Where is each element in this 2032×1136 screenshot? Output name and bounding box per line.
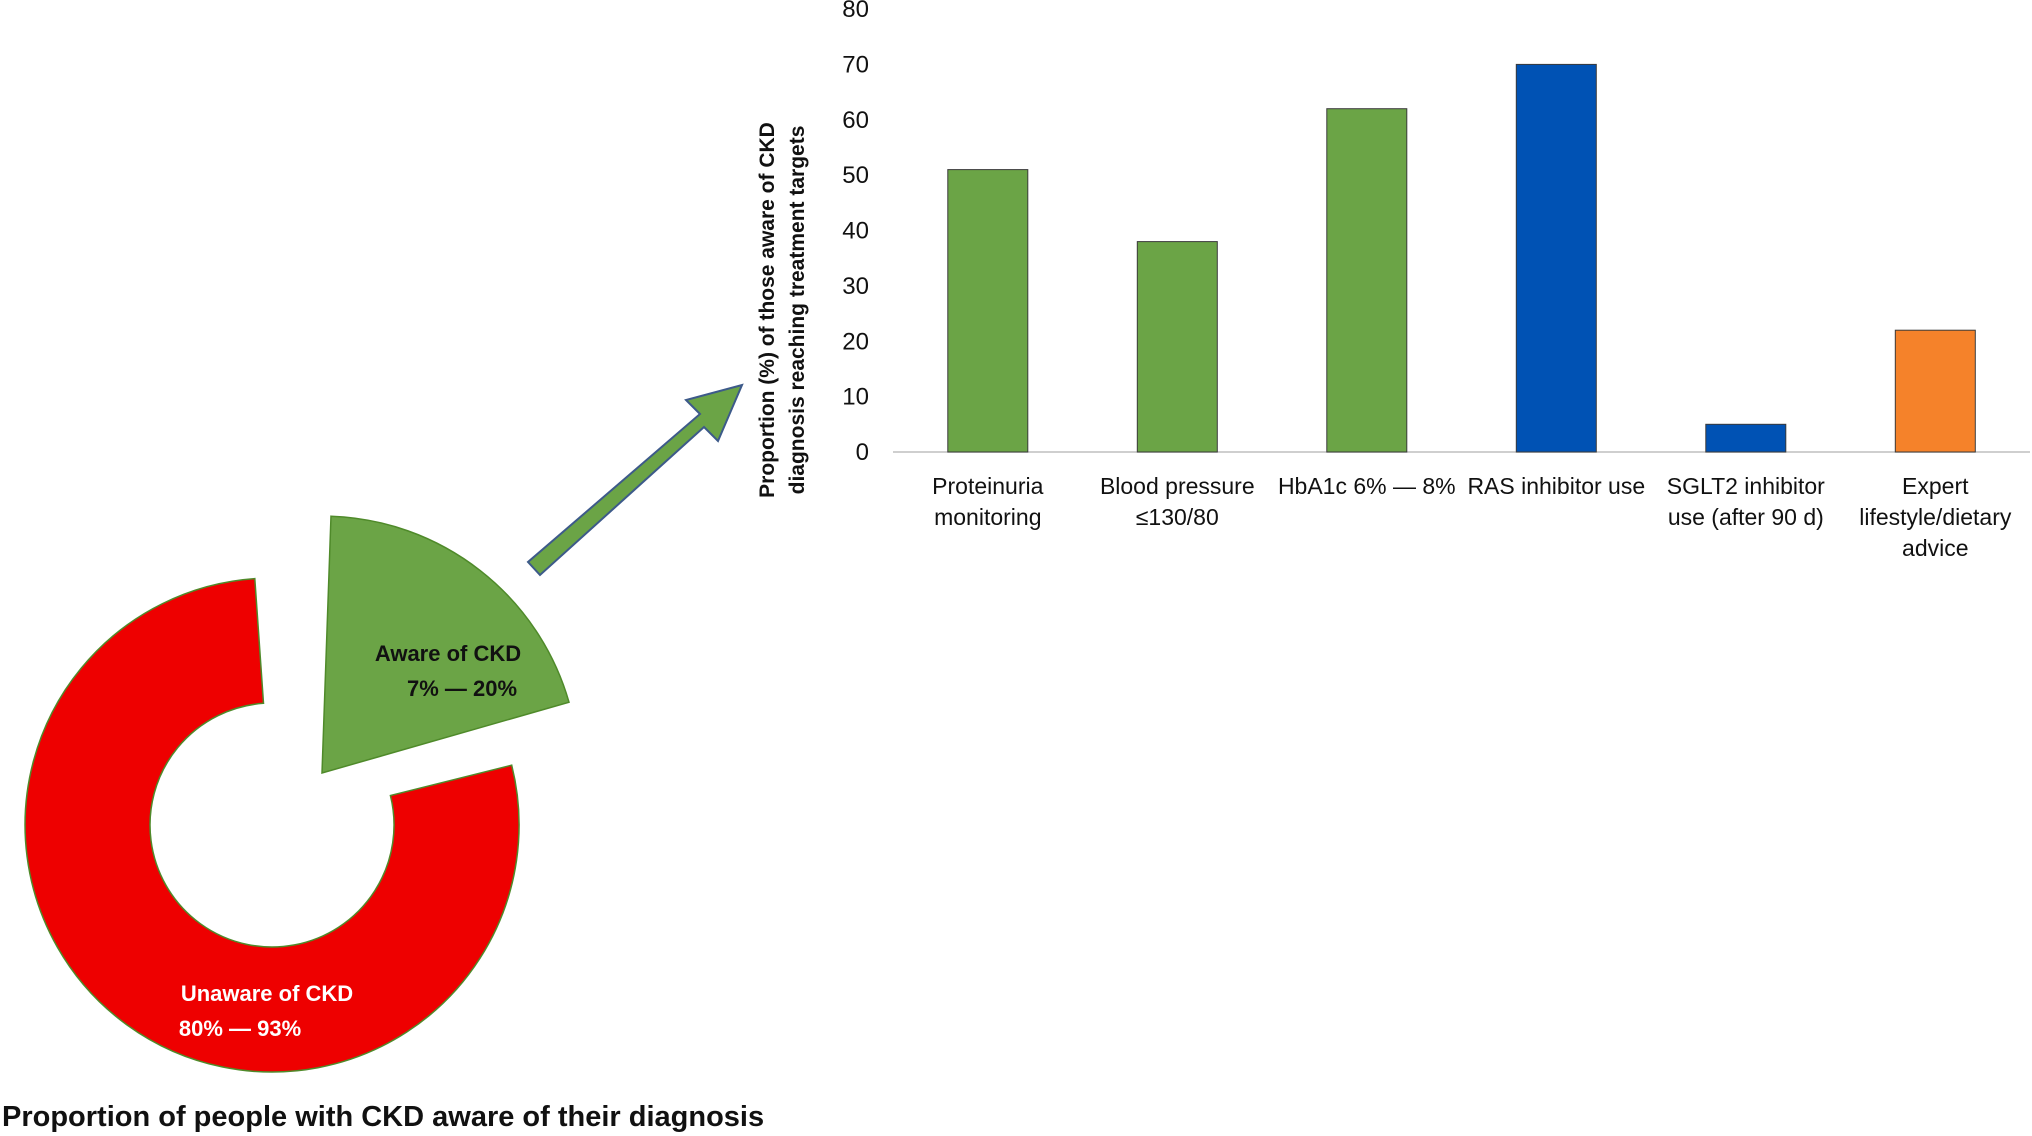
x-category-label-line: HbA1c 6% — 8%	[1278, 473, 1456, 499]
x-category-label-line: SGLT2 inhibitor	[1667, 473, 1825, 499]
y-tick-label: 20	[842, 328, 869, 355]
footer-title: Proportion of people with CKD aware of t…	[2, 1101, 765, 1133]
x-category-label: SGLT2 inhibitor use (after 90 d)	[1667, 473, 1825, 530]
donut-chart: Aware of CKD 7% — 20% Unaware of CKD 80%…	[24, 515, 570, 1073]
bar	[1515, 63, 1597, 453]
bar	[1705, 423, 1787, 453]
y-axis-ticks: 0 10 20 30 40 50 60 70 80	[842, 0, 869, 466]
y-tick-label: 50	[842, 162, 869, 189]
x-category-label-line: Expert	[1902, 473, 1969, 499]
x-category-label-line: Blood pressure	[1100, 473, 1255, 499]
donut-slice-unaware	[24, 577, 520, 1073]
x-category-label: RAS inhibitor use	[1467, 473, 1645, 499]
y-tick-label: 30	[842, 273, 869, 300]
y-tick-label: 70	[842, 51, 869, 78]
bar-chart: Proportion (%) of those aware of CKD dia…	[756, 0, 2030, 561]
x-category-label-line: use (after 90 d)	[1668, 504, 1824, 530]
donut-aware-range: 7% — 20%	[407, 676, 517, 701]
x-axis-categories: Proteinuria monitoring Blood pressure ≤130/…	[932, 473, 2012, 561]
bar	[947, 169, 1029, 453]
x-category-label-line: Proteinuria	[932, 473, 1043, 499]
x-category-label: Expert lifestyle/dietary advice	[1859, 473, 2012, 561]
y-tick-label: 10	[842, 384, 869, 411]
donut-unaware-label: Unaware of CKD	[181, 981, 353, 1006]
bars	[947, 63, 1976, 453]
x-category-label: HbA1c 6% — 8%	[1278, 473, 1456, 499]
y-tick-label: 40	[842, 218, 869, 245]
donut-aware-label: Aware of CKD	[375, 641, 521, 666]
y-tick-label: 80	[842, 0, 869, 23]
donut-slice-aware	[321, 515, 570, 775]
y-axis-label: Proportion (%) of those aware of CKD dia…	[756, 122, 809, 498]
y-tick-label: 0	[856, 439, 869, 466]
x-category-label: Proteinuria monitoring	[932, 473, 1043, 530]
bar	[1894, 329, 1976, 453]
y-axis-label-line-2: diagnosis reaching treatment targets	[786, 126, 809, 495]
y-axis-label-line-1: Proportion (%) of those aware of CKD	[756, 122, 779, 498]
x-category-label-line: ≤130/80	[1136, 504, 1219, 530]
bar	[1136, 241, 1218, 453]
x-category-label-line: monitoring	[934, 504, 1041, 530]
bar	[1326, 108, 1408, 453]
connector-arrow	[526, 383, 744, 577]
y-tick-label: 60	[842, 107, 869, 134]
x-category-label-line: lifestyle/dietary	[1859, 504, 2012, 530]
x-category-label-line: RAS inhibitor use	[1467, 473, 1645, 499]
x-category-label-line: advice	[1902, 535, 1968, 561]
donut-unaware-range: 80% — 93%	[179, 1016, 301, 1041]
x-category-label: Blood pressure ≤130/80	[1100, 473, 1255, 530]
